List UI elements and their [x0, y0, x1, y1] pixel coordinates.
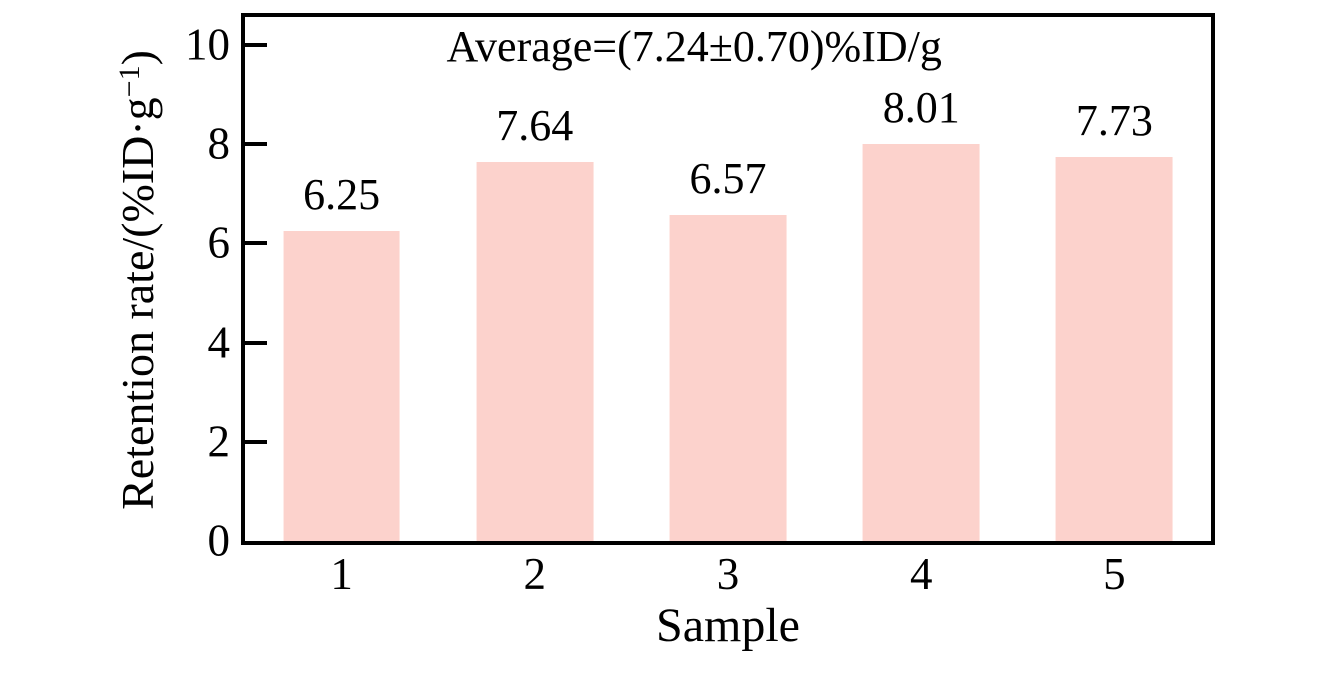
- y-tick-label: 2: [207, 416, 231, 467]
- y-tick-mark: [245, 241, 267, 246]
- x-tick-label: 5: [1103, 549, 1126, 599]
- y-tick-label: 0: [207, 515, 231, 566]
- x-tick-label: 1: [330, 549, 353, 599]
- y-tick-label: 4: [207, 317, 231, 367]
- bar-sample-3: [669, 215, 787, 541]
- x-tick-label: 4: [909, 549, 933, 599]
- bar-sample-4: [862, 143, 980, 541]
- x-tick-label: 2: [523, 549, 547, 599]
- y-tick-label: 8: [207, 118, 231, 169]
- x-axis-label: Sample: [656, 599, 800, 652]
- bar-sample-5: [1055, 157, 1173, 541]
- bar-sample-2: [476, 161, 594, 541]
- bar-sample-1: [283, 230, 401, 541]
- bar-value-label: 7.73: [1075, 96, 1153, 146]
- plot-area: Average=(7.24±0.70)%ID/g 6.25 7.64 6.57 8.0…: [241, 13, 1215, 545]
- y-tick-mark: [245, 439, 267, 444]
- bar-value-label: 8.01: [882, 82, 960, 132]
- y-tick-label: 6: [207, 217, 231, 268]
- average-annotation: Average=(7.24±0.70)%ID/g: [446, 22, 942, 71]
- bar-value-label: 6.57: [689, 154, 767, 203]
- bar-value-label: 7.64: [496, 100, 574, 150]
- y-tick-mark: [245, 142, 267, 147]
- x-tick-label: 3: [716, 549, 740, 599]
- y-tick-mark: [245, 340, 267, 345]
- y-tick-label: 10: [185, 19, 230, 70]
- y-tick-mark: [245, 42, 267, 47]
- y-axis-label-superscript: −1: [113, 65, 146, 98]
- bar-value-label: 6.25: [303, 169, 381, 219]
